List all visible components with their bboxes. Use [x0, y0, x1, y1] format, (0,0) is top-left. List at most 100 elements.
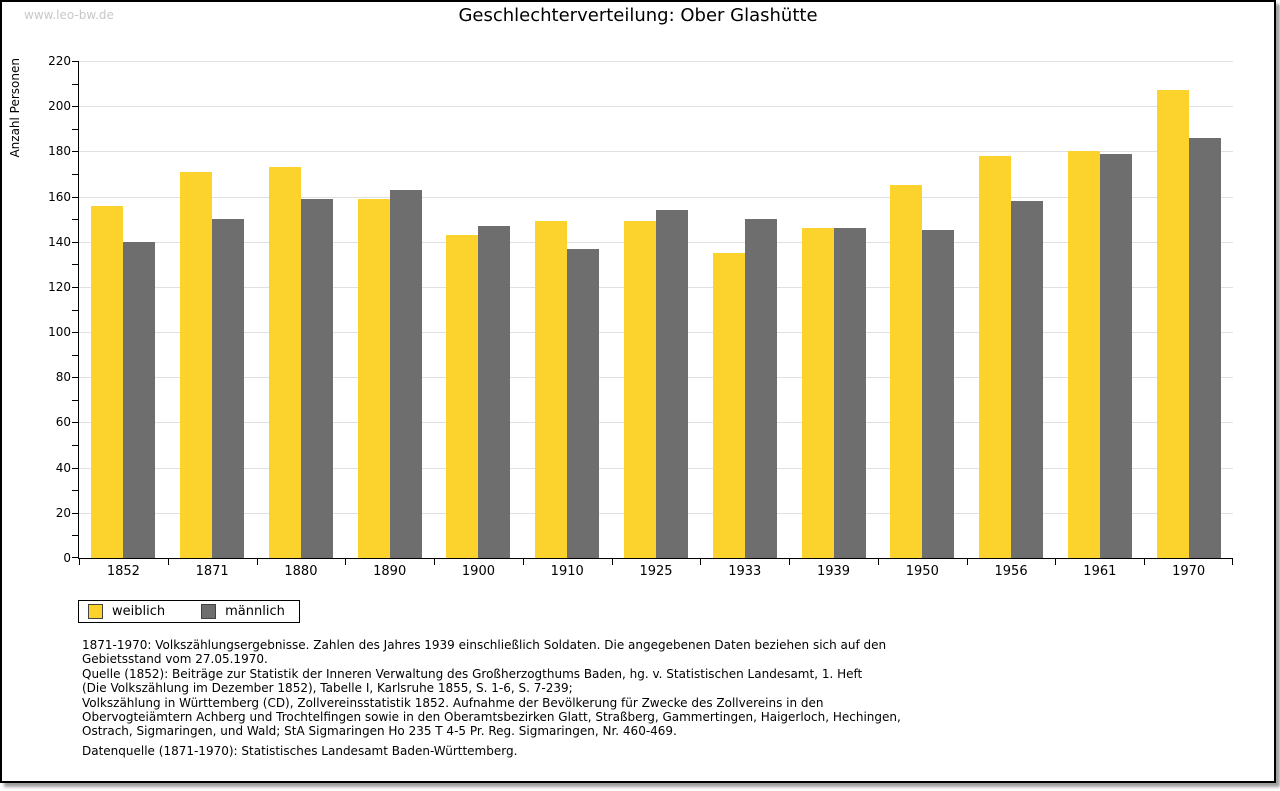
footnote-line: Gebietsstand vom 27.05.1970. — [82, 652, 268, 667]
bar-männlich-1910[interactable] — [567, 248, 600, 558]
bar-männlich-1933[interactable] — [744, 219, 777, 558]
bar-weiblich-1890[interactable] — [357, 198, 390, 558]
bar-weiblich-1950[interactable] — [890, 185, 923, 558]
bar-männlich-1871[interactable] — [212, 219, 245, 558]
y-axis-tick-170 — [72, 173, 78, 175]
bar-männlich-1970[interactable] — [1188, 137, 1221, 558]
y-axis-tick-label: 120 — [48, 279, 71, 294]
x-axis-tick-label: 1852 — [106, 564, 140, 579]
bar-weiblich-1961[interactable] — [1067, 151, 1100, 558]
y-axis-tick-10 — [72, 535, 78, 537]
footnote-line: Volkszählung in Württemberg (CD), Zollve… — [82, 695, 824, 710]
legend-swatch-weiblich — [88, 604, 103, 619]
legend-item-maennlich[interactable]: männlich — [201, 604, 285, 619]
y-axis-tick-label: 60 — [55, 415, 71, 430]
y-axis-tick-label: 20 — [55, 505, 71, 520]
x-axis-tick — [523, 559, 524, 565]
bar-weiblich-1925[interactable] — [624, 221, 656, 558]
x-axis-tick-label: 1910 — [550, 564, 584, 579]
x-axis-tick — [700, 559, 701, 565]
x-axis-tick-label: 1970 — [1172, 564, 1206, 579]
x-axis-tick-label: 1890 — [373, 564, 407, 579]
y-axis-tick-50 — [72, 445, 78, 447]
x-axis-tick-label: 1871 — [195, 564, 229, 579]
datasource-line: Datenquelle (1871-1970): Statistisches L… — [82, 743, 518, 758]
bar-weiblich-1970[interactable] — [1156, 90, 1189, 558]
legend-item-weiblich[interactable]: weiblich — [88, 604, 165, 619]
footnote-line: 1871-1970: Volkszählungsergebnisse. Zahl… — [82, 638, 887, 652]
bar-männlich-1890[interactable] — [389, 189, 422, 558]
x-axis-tick-label: 1956 — [994, 564, 1028, 579]
x-axis-tick — [1144, 559, 1145, 565]
bar-männlich-1925[interactable] — [656, 210, 688, 558]
bar-weiblich-1910[interactable] — [535, 221, 568, 558]
gridline-180 — [79, 151, 1233, 153]
legend-label-weiblich: weiblich — [112, 604, 166, 619]
y-axis-tick-140 — [72, 241, 78, 243]
bar-weiblich-1933[interactable] — [712, 253, 745, 558]
x-axis-tick — [967, 559, 968, 565]
bar-männlich-1939[interactable] — [833, 228, 866, 558]
y-axis-tick-90 — [72, 354, 78, 356]
y-axis-tick-label: 180 — [48, 144, 71, 159]
x-axis-tick — [612, 559, 613, 565]
bar-männlich-1956[interactable] — [1011, 201, 1044, 558]
legend-label-maennlich: männlich — [225, 604, 285, 619]
bar-weiblich-1880[interactable] — [268, 167, 301, 558]
x-axis-tick-label: 1933 — [728, 564, 762, 579]
gridline-200 — [79, 106, 1233, 108]
y-axis-tick-label: 80 — [55, 370, 71, 385]
y-axis-tick-0 — [72, 557, 78, 558]
bar-männlich-1852[interactable] — [123, 241, 156, 558]
gridline-220 — [79, 61, 1233, 62]
bar-weiblich-1939[interactable] — [801, 228, 834, 558]
x-axis-tick-label: 1900 — [461, 564, 495, 579]
x-axis-tick-label: 1950 — [905, 564, 939, 579]
y-axis-tick-210 — [72, 83, 78, 85]
bar-männlich-1961[interactable] — [1099, 153, 1132, 558]
y-axis-tick-40 — [72, 467, 78, 469]
bar-männlich-1950[interactable] — [922, 230, 955, 558]
y-axis-tick-150 — [72, 219, 78, 221]
y-axis-tick-70 — [72, 399, 78, 401]
footnote-line: Obervogteiämtern Achberg und Trochtelfin… — [82, 710, 901, 725]
footnote-line: Quelle (1852): Beiträge zur Statistik de… — [82, 666, 863, 681]
y-axis-tick-30 — [72, 490, 78, 492]
bar-weiblich-1956[interactable] — [979, 155, 1012, 558]
y-axis-tick-80 — [72, 377, 78, 379]
x-axis-tick-label: 1925 — [639, 564, 673, 579]
bar-männlich-1880[interactable] — [300, 198, 333, 558]
x-axis-tick — [1232, 559, 1233, 565]
y-axis-tick-220 — [72, 61, 78, 62]
y-axis-tick-200 — [72, 106, 78, 108]
x-axis-tick-label: 1961 — [1083, 564, 1117, 579]
legend: weiblich männlich — [78, 600, 300, 623]
y-axis-tick-label: 160 — [48, 189, 71, 204]
x-axis-tick-label: 1939 — [816, 564, 851, 579]
bar-männlich-1900[interactable] — [478, 225, 511, 558]
y-axis-tick-20 — [72, 512, 78, 514]
y-axis-tick-110 — [72, 309, 78, 311]
y-axis-tick-160 — [72, 196, 78, 198]
x-axis-tick — [257, 559, 258, 565]
x-axis-tick — [1055, 559, 1056, 565]
watermark: www.leo-bw.de — [24, 8, 114, 22]
x-axis-tick — [789, 559, 790, 565]
bar-weiblich-1900[interactable] — [446, 234, 479, 558]
y-axis-tick-label: 220 — [48, 54, 71, 68]
y-axis-tick-label: 40 — [55, 460, 71, 475]
footnote-line: (Die Volkszählung im Dezember 1852), Tab… — [82, 681, 573, 696]
y-axis-tick-190 — [72, 128, 78, 130]
x-axis-tick — [434, 559, 435, 565]
bar-weiblich-1871[interactable] — [180, 171, 213, 558]
x-axis-tick — [79, 559, 80, 565]
y-axis-tick-label: 200 — [48, 99, 71, 114]
chart-title: Geschlechterverteilung: Ober Glashütte — [458, 5, 818, 26]
bar-weiblich-1852[interactable] — [91, 205, 124, 558]
y-axis-label: Anzahl Personen — [8, 58, 22, 158]
y-axis-tick-label: 0 — [63, 551, 71, 565]
x-axis-tick — [345, 559, 346, 565]
y-axis-tick-120 — [72, 286, 78, 288]
footnote-line: Ostrach, Sigmaringen, und Wald; StA Sigm… — [82, 724, 677, 739]
